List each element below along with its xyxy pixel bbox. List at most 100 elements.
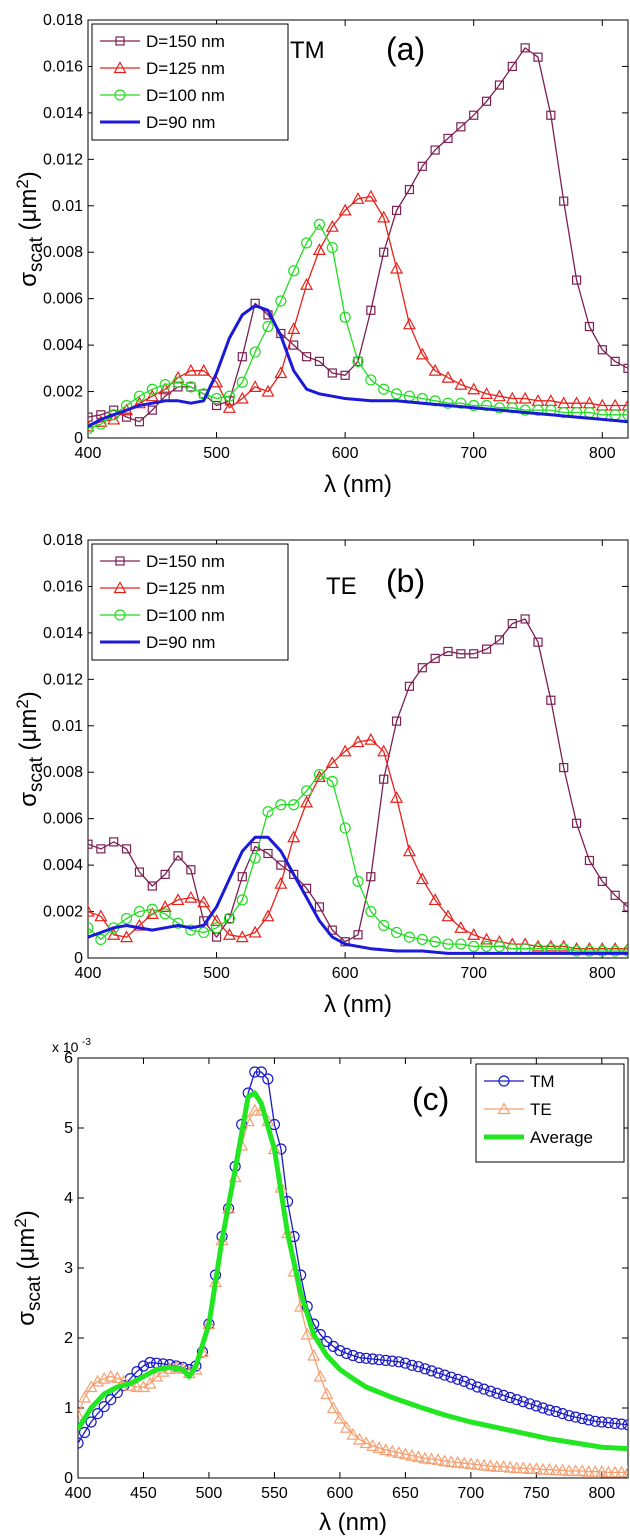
data-point: [351, 735, 365, 748]
data-point: [533, 52, 543, 62]
data-point: [132, 918, 146, 931]
data-point: [575, 1464, 589, 1477]
data-point: [159, 378, 171, 391]
data-point: [584, 855, 595, 866]
data-point: [301, 352, 312, 362]
data-point: [367, 1353, 379, 1365]
data-point: [353, 1432, 367, 1445]
data-point: [430, 145, 440, 155]
data-point: [490, 1460, 504, 1472]
data-point: [120, 930, 134, 943]
data-point: [589, 1415, 601, 1427]
data-point: [224, 913, 235, 924]
data-point: [223, 912, 236, 925]
data-point: [186, 382, 196, 392]
data-point: [601, 1465, 615, 1478]
data-point: [602, 1417, 614, 1429]
data-point: [441, 909, 455, 922]
data-point: [444, 1455, 458, 1468]
data-point: [520, 614, 530, 624]
data-point: [378, 383, 390, 395]
data-point: [493, 402, 506, 414]
y-tick-label: 0: [74, 430, 83, 447]
data-point: [313, 218, 326, 230]
data-point: [503, 1460, 517, 1473]
data-point: [403, 931, 416, 943]
data-point: [222, 401, 236, 413]
data-point: [419, 1363, 431, 1375]
y-tick-label: 0.01: [52, 718, 83, 735]
data-point: [105, 1393, 117, 1406]
y-tick-label: 0.012: [43, 671, 83, 688]
data-point: [325, 219, 339, 232]
data-point: [471, 1381, 484, 1393]
data-point: [390, 791, 404, 803]
x-tick-label: 550: [261, 1485, 288, 1502]
series-group: [78, 1066, 628, 1478]
x-tick-label: 800: [588, 1485, 615, 1502]
data-point: [390, 388, 403, 400]
data-point: [557, 939, 571, 952]
x-tick-label: 500: [196, 1485, 223, 1502]
x-tick-label: 500: [203, 965, 230, 982]
data-point: [352, 355, 364, 367]
data-point: [249, 852, 261, 864]
data-point: [107, 928, 121, 940]
data-point: [614, 1465, 628, 1478]
data-point: [289, 869, 299, 880]
mode-label: TM: [290, 37, 325, 64]
data-point: [108, 409, 120, 421]
chart-panel: 400 500 600 700 800 0 0.002 0.004 0.006 0.008 0.01…: [43, 532, 629, 1018]
y-tick-label: 3: [64, 1260, 73, 1277]
data-point: [379, 1443, 393, 1456]
data-point: [443, 133, 453, 144]
data-point: [477, 1458, 491, 1471]
data-point: [467, 928, 481, 940]
data-point: [352, 875, 364, 887]
y-tick-label: 0.014: [43, 105, 83, 122]
data-point: [608, 1465, 622, 1478]
series-line: [88, 223, 628, 430]
data-point: [339, 311, 351, 323]
data-point: [171, 893, 185, 906]
data-point: [470, 1457, 484, 1470]
data-point: [609, 945, 621, 957]
data-point: [379, 247, 389, 257]
data-point: [412, 1361, 425, 1373]
x-tick-label: 700: [460, 445, 487, 462]
data-point: [454, 921, 468, 933]
legend-label: D=100 nm: [146, 606, 225, 625]
data-point: [237, 352, 247, 362]
data-point: [145, 389, 159, 402]
data-point: [340, 1347, 353, 1360]
data-point: [454, 377, 468, 390]
data-point: [524, 1398, 536, 1410]
data-point: [210, 914, 224, 926]
data-point: [571, 275, 582, 285]
data-point: [442, 938, 454, 950]
data-point: [364, 189, 378, 202]
data-point: [263, 848, 273, 859]
data-point: [507, 61, 517, 72]
data-point: [622, 409, 628, 421]
data-point: [569, 1464, 583, 1477]
data-point: [147, 405, 157, 415]
data-point: [78, 1437, 84, 1449]
data-point: [443, 646, 453, 657]
data-point: [235, 391, 249, 404]
data-point: [346, 1427, 360, 1440]
data-point: [504, 1391, 516, 1404]
data-point: [275, 799, 287, 811]
data-point: [289, 340, 299, 350]
data-point: [250, 841, 260, 852]
data-point: [416, 933, 428, 946]
data-point: [88, 423, 94, 435]
data-point: [392, 1446, 406, 1458]
data-point: [326, 241, 338, 254]
data-point: [262, 320, 274, 333]
y-tick-label: 0.002: [43, 904, 83, 921]
data-point: [621, 398, 628, 411]
data-point: [533, 637, 543, 647]
data-point: [88, 412, 93, 422]
data-point: [609, 1417, 621, 1430]
